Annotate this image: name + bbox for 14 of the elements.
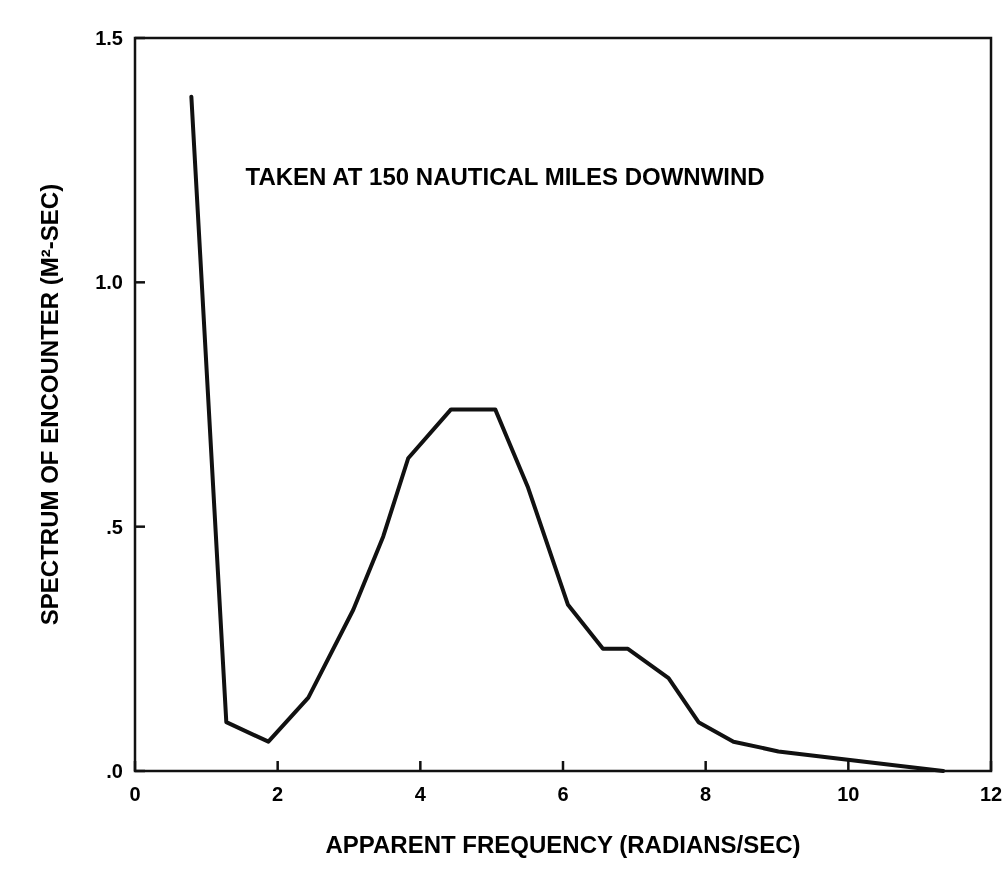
x-axis-title: APPARENT FREQUENCY (RADIANS/SEC): [325, 831, 801, 858]
x-tick-label: 10: [837, 783, 860, 805]
x-tick-label: 8: [700, 783, 712, 805]
y-tick-label: 1.5: [95, 27, 123, 49]
x-tick-label: 4: [414, 783, 427, 805]
x-tick-label: 6: [557, 783, 569, 805]
y-tick-label: 1.0: [95, 271, 123, 294]
x-tick-label: 0: [129, 783, 141, 805]
y-tick-label: .0: [106, 760, 123, 782]
annotation: TAKEN AT 150 NAUTICAL MILES DOWNWIND: [245, 162, 765, 190]
y-tick-label: .5: [106, 515, 123, 538]
x-tick-label: 2: [272, 783, 284, 805]
x-tick-label: 12: [979, 783, 1003, 805]
y-axis-title: SPECTRUM OF ENCOUNTER (M²-SEC): [36, 183, 63, 626]
